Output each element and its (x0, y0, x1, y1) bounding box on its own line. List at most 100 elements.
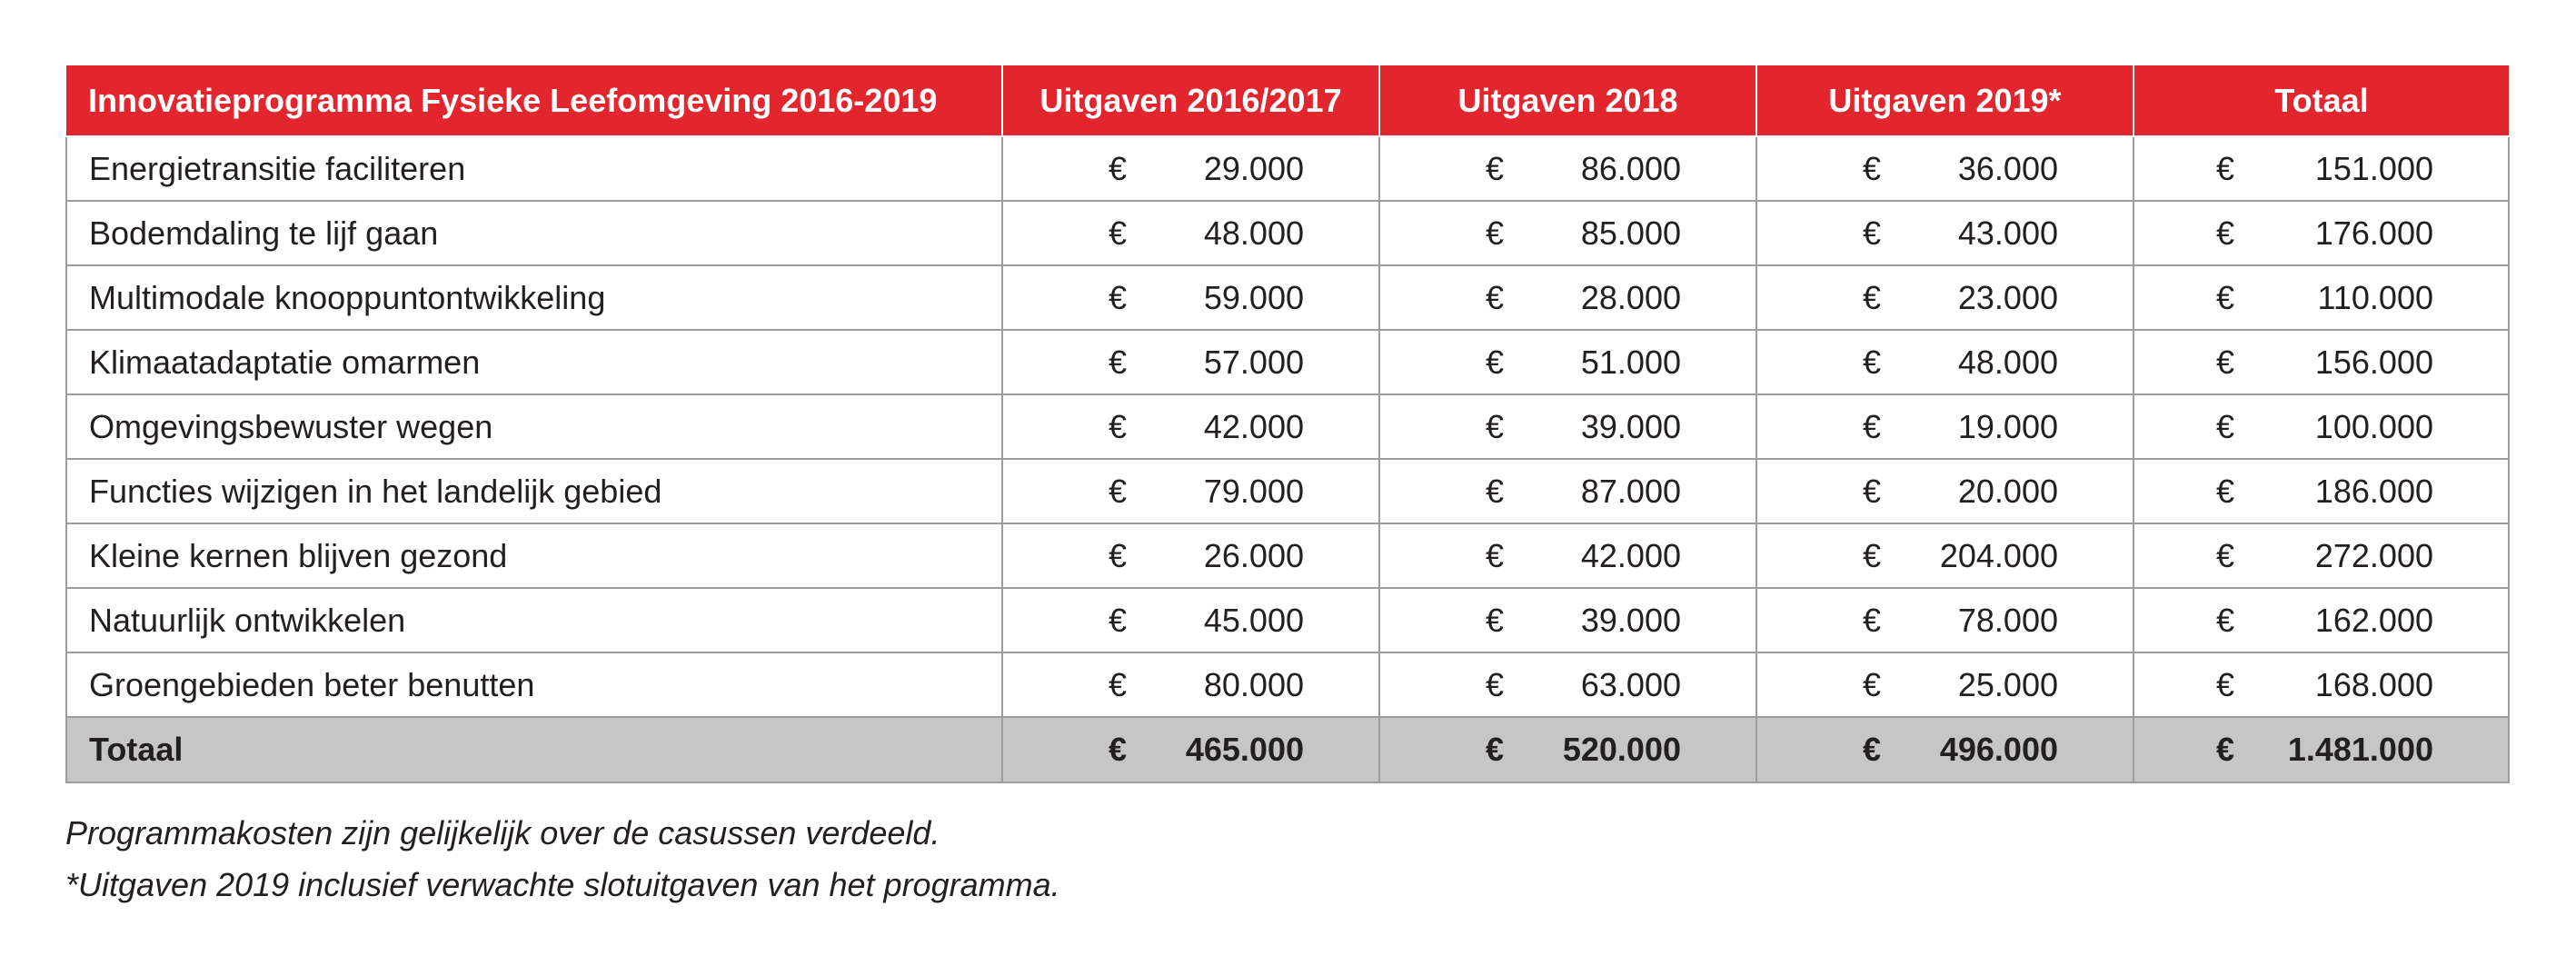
cell-totaal: €186.000 (2133, 458, 2510, 524)
cell-2019: €36.000 (1755, 135, 2134, 202)
table-header-row: Innovatieprogramma Fysieke Leefomgeving … (66, 65, 2509, 137)
amount: 45.000 (1203, 601, 1304, 639)
amount: 151.000 (2314, 149, 2433, 187)
amount: 100.000 (2314, 407, 2433, 445)
amount: 465.000 (1185, 731, 1304, 768)
amount: 1.481.000 (2287, 731, 2433, 768)
amount: 39.000 (1580, 407, 1681, 445)
amount: 48.000 (1203, 214, 1304, 252)
table-row: Klimaatadaptatie omarmen €57.000 €51.000 €4… (65, 329, 2510, 395)
amount: 28.000 (1580, 278, 1681, 316)
total-row: Totaal €465.000 €520.000 €496.000 €1.481.000 (65, 716, 2510, 783)
cell-2018: €63.000 (1378, 652, 1757, 718)
amount: 39.000 (1580, 601, 1681, 639)
table-row: Groengebieden beter benutten €80.000 €63.0… (65, 652, 2510, 718)
amount: 162.000 (2314, 601, 2433, 639)
cell-2016-2017: €29.000 (1001, 135, 1380, 202)
amount: 48.000 (1957, 343, 2058, 381)
row-label: Bodemdaling te lijf gaan (65, 200, 1003, 266)
cell-2019: €20.000 (1755, 458, 2134, 524)
total-cell-2016-2017: €465.000 (1001, 716, 1380, 783)
amount: 80.000 (1203, 665, 1304, 703)
table-row: Omgevingsbewuster wegen €42.000 €39.000 €19… (65, 393, 2510, 460)
cell-totaal: €272.000 (2133, 523, 2510, 589)
row-label: Omgevingsbewuster wegen (65, 393, 1003, 460)
amount: 51.000 (1580, 343, 1681, 381)
cell-2019: €78.000 (1755, 587, 2134, 653)
amount: 520.000 (1562, 731, 1681, 768)
cell-2016-2017: €80.000 (1001, 652, 1380, 718)
cost-table: Innovatieprogramma Fysieke Leefomgeving … (65, 65, 2510, 783)
amount: 57.000 (1203, 343, 1304, 381)
total-cell-2018: €520.000 (1378, 716, 1757, 783)
cell-2016-2017: €79.000 (1001, 458, 1380, 524)
amount: 176.000 (2314, 214, 2433, 252)
row-label: Klimaatadaptatie omarmen (65, 329, 1003, 395)
cell-2016-2017: €48.000 (1001, 200, 1380, 266)
row-label: Energietransitie faciliteren (65, 135, 1003, 202)
amount: 496.000 (1939, 731, 2058, 768)
cell-2016-2017: €42.000 (1001, 393, 1380, 460)
cell-totaal: €162.000 (2133, 587, 2510, 653)
cell-2019: €204.000 (1755, 523, 2134, 589)
total-cell-totaal: €1.481.000 (2133, 716, 2510, 783)
amount: 20.000 (1957, 472, 2058, 510)
row-label: Groengebieden beter benutten (65, 652, 1003, 718)
amount: 79.000 (1203, 472, 1304, 510)
amount: 42.000 (1203, 407, 1304, 445)
footnote-2019: *Uitgaven 2019 inclusief verwachte slotu… (65, 866, 1060, 903)
amount: 204.000 (1939, 536, 2058, 574)
row-label: Natuurlijk ontwikkelen (65, 587, 1003, 653)
cell-2018: €28.000 (1378, 264, 1757, 331)
table-row: Kleine kernen blijven gezond €26.000 €42.0… (65, 523, 2510, 589)
table-row: Bodemdaling te lijf gaan €48.000 €85.000 €4… (65, 200, 2510, 266)
table-body: Energietransitie faciliteren €29.000 €86.0… (65, 135, 2510, 783)
header-totaal: Totaal (2133, 65, 2509, 137)
cell-2016-2017: €26.000 (1001, 523, 1380, 589)
cell-2019: €43.000 (1755, 200, 2134, 266)
cell-2016-2017: €59.000 (1001, 264, 1380, 331)
amount: 86.000 (1580, 149, 1681, 187)
cell-2018: €85.000 (1378, 200, 1757, 266)
amount: 36.000 (1957, 149, 2058, 187)
cell-totaal: €156.000 (2133, 329, 2510, 395)
cell-2018: €51.000 (1378, 329, 1757, 395)
amount: 19.000 (1957, 407, 2058, 445)
header-uitgaven-2016-2017: Uitgaven 2016/2017 (1001, 65, 1380, 137)
cell-totaal: €176.000 (2133, 200, 2510, 266)
table-row: Functies wijzigen in het landelijk gebie… (65, 458, 2510, 524)
table-row: Multimodale knooppuntontwikkeling €59.000… (65, 264, 2510, 331)
amount: 78.000 (1957, 601, 2058, 639)
amount: 26.000 (1203, 536, 1304, 574)
row-label: Functies wijzigen in het landelijk gebie… (65, 458, 1003, 524)
cell-2018: €39.000 (1378, 587, 1757, 653)
amount: 25.000 (1957, 665, 2058, 703)
total-cell-2019: €496.000 (1755, 716, 2134, 783)
table-row: Energietransitie faciliteren €29.000 €86.0… (65, 135, 2510, 202)
table-row: Natuurlijk ontwikkelen €45.000 €39.000 €78.… (65, 587, 2510, 653)
cell-2018: €42.000 (1378, 523, 1757, 589)
row-label: Kleine kernen blijven gezond (65, 523, 1003, 589)
amount: 42.000 (1580, 536, 1681, 574)
footnote-costs: Programmakosten zijn gelijkelijk over de… (65, 814, 940, 851)
cell-totaal: €151.000 (2133, 135, 2510, 202)
header-uitgaven-2018: Uitgaven 2018 (1378, 65, 1757, 137)
amount: 272.000 (2314, 536, 2433, 574)
cell-2018: €39.000 (1378, 393, 1757, 460)
cell-2016-2017: €57.000 (1001, 329, 1380, 395)
amount: 63.000 (1580, 665, 1681, 703)
header-program: Innovatieprogramma Fysieke Leefomgeving … (66, 65, 1003, 137)
cell-2016-2017: €45.000 (1001, 587, 1380, 653)
total-label: Totaal (65, 716, 1003, 783)
amount: 156.000 (2314, 343, 2433, 381)
cell-2019: €48.000 (1755, 329, 2134, 395)
amount: 110.000 (2317, 278, 2433, 316)
cell-2019: €23.000 (1755, 264, 2134, 331)
amount: 87.000 (1580, 472, 1681, 510)
amount: 43.000 (1957, 214, 2058, 252)
cell-2019: €25.000 (1755, 652, 2134, 718)
cell-totaal: €100.000 (2133, 393, 2510, 460)
amount: 59.000 (1203, 278, 1304, 316)
amount: 85.000 (1580, 214, 1681, 252)
cell-2019: €19.000 (1755, 393, 2134, 460)
